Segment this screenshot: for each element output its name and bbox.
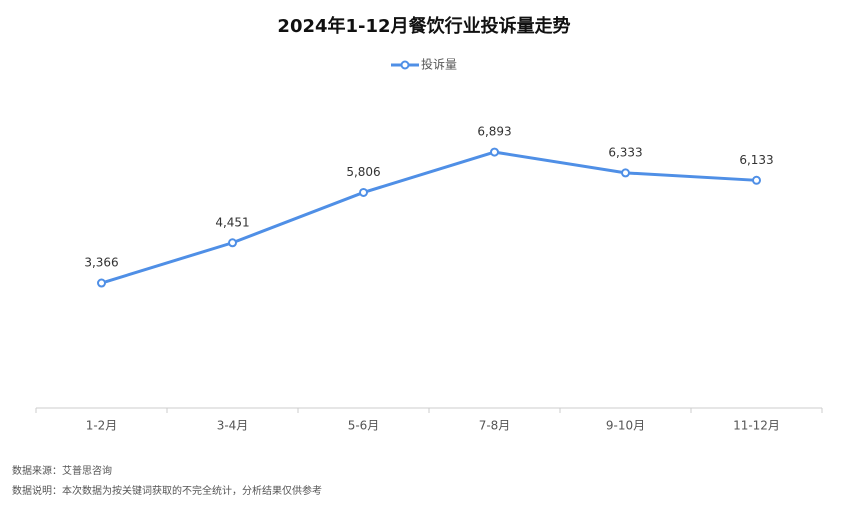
- data-point: [97, 278, 106, 288]
- x-tick-label: 11-12月: [733, 419, 780, 433]
- data-point: [228, 238, 237, 248]
- series-line: [101, 150, 757, 285]
- data-label: 4,451: [215, 215, 249, 229]
- data-label: 3,366: [84, 256, 118, 270]
- data-label: 6,333: [608, 145, 642, 159]
- data-label: 6,133: [739, 153, 773, 167]
- data-label: 5,806: [346, 165, 380, 179]
- data-point: [359, 187, 368, 197]
- x-tick-label: 7-8月: [479, 419, 511, 433]
- description-note: 数据说明：本次数据为按关键词获取的不完全统计，分析结果仅供参考: [12, 484, 322, 497]
- source-note: 数据来源：艾普思咨询: [12, 464, 112, 477]
- data-point: [752, 175, 761, 185]
- data-point: [621, 168, 630, 178]
- data-label: 6,893: [477, 125, 511, 139]
- x-tick-label: 9-10月: [606, 419, 645, 433]
- x-tick-label: 5-6月: [348, 419, 380, 433]
- x-tick-label: 1-2月: [86, 419, 118, 433]
- legend-marker: [400, 60, 410, 70]
- chart-title: 2024年1-12月餐饮行业投诉量走势: [277, 15, 570, 37]
- data-point: [490, 147, 499, 157]
- x-tick-label: 3-4月: [217, 419, 249, 433]
- legend-label: 投诉量: [421, 57, 457, 72]
